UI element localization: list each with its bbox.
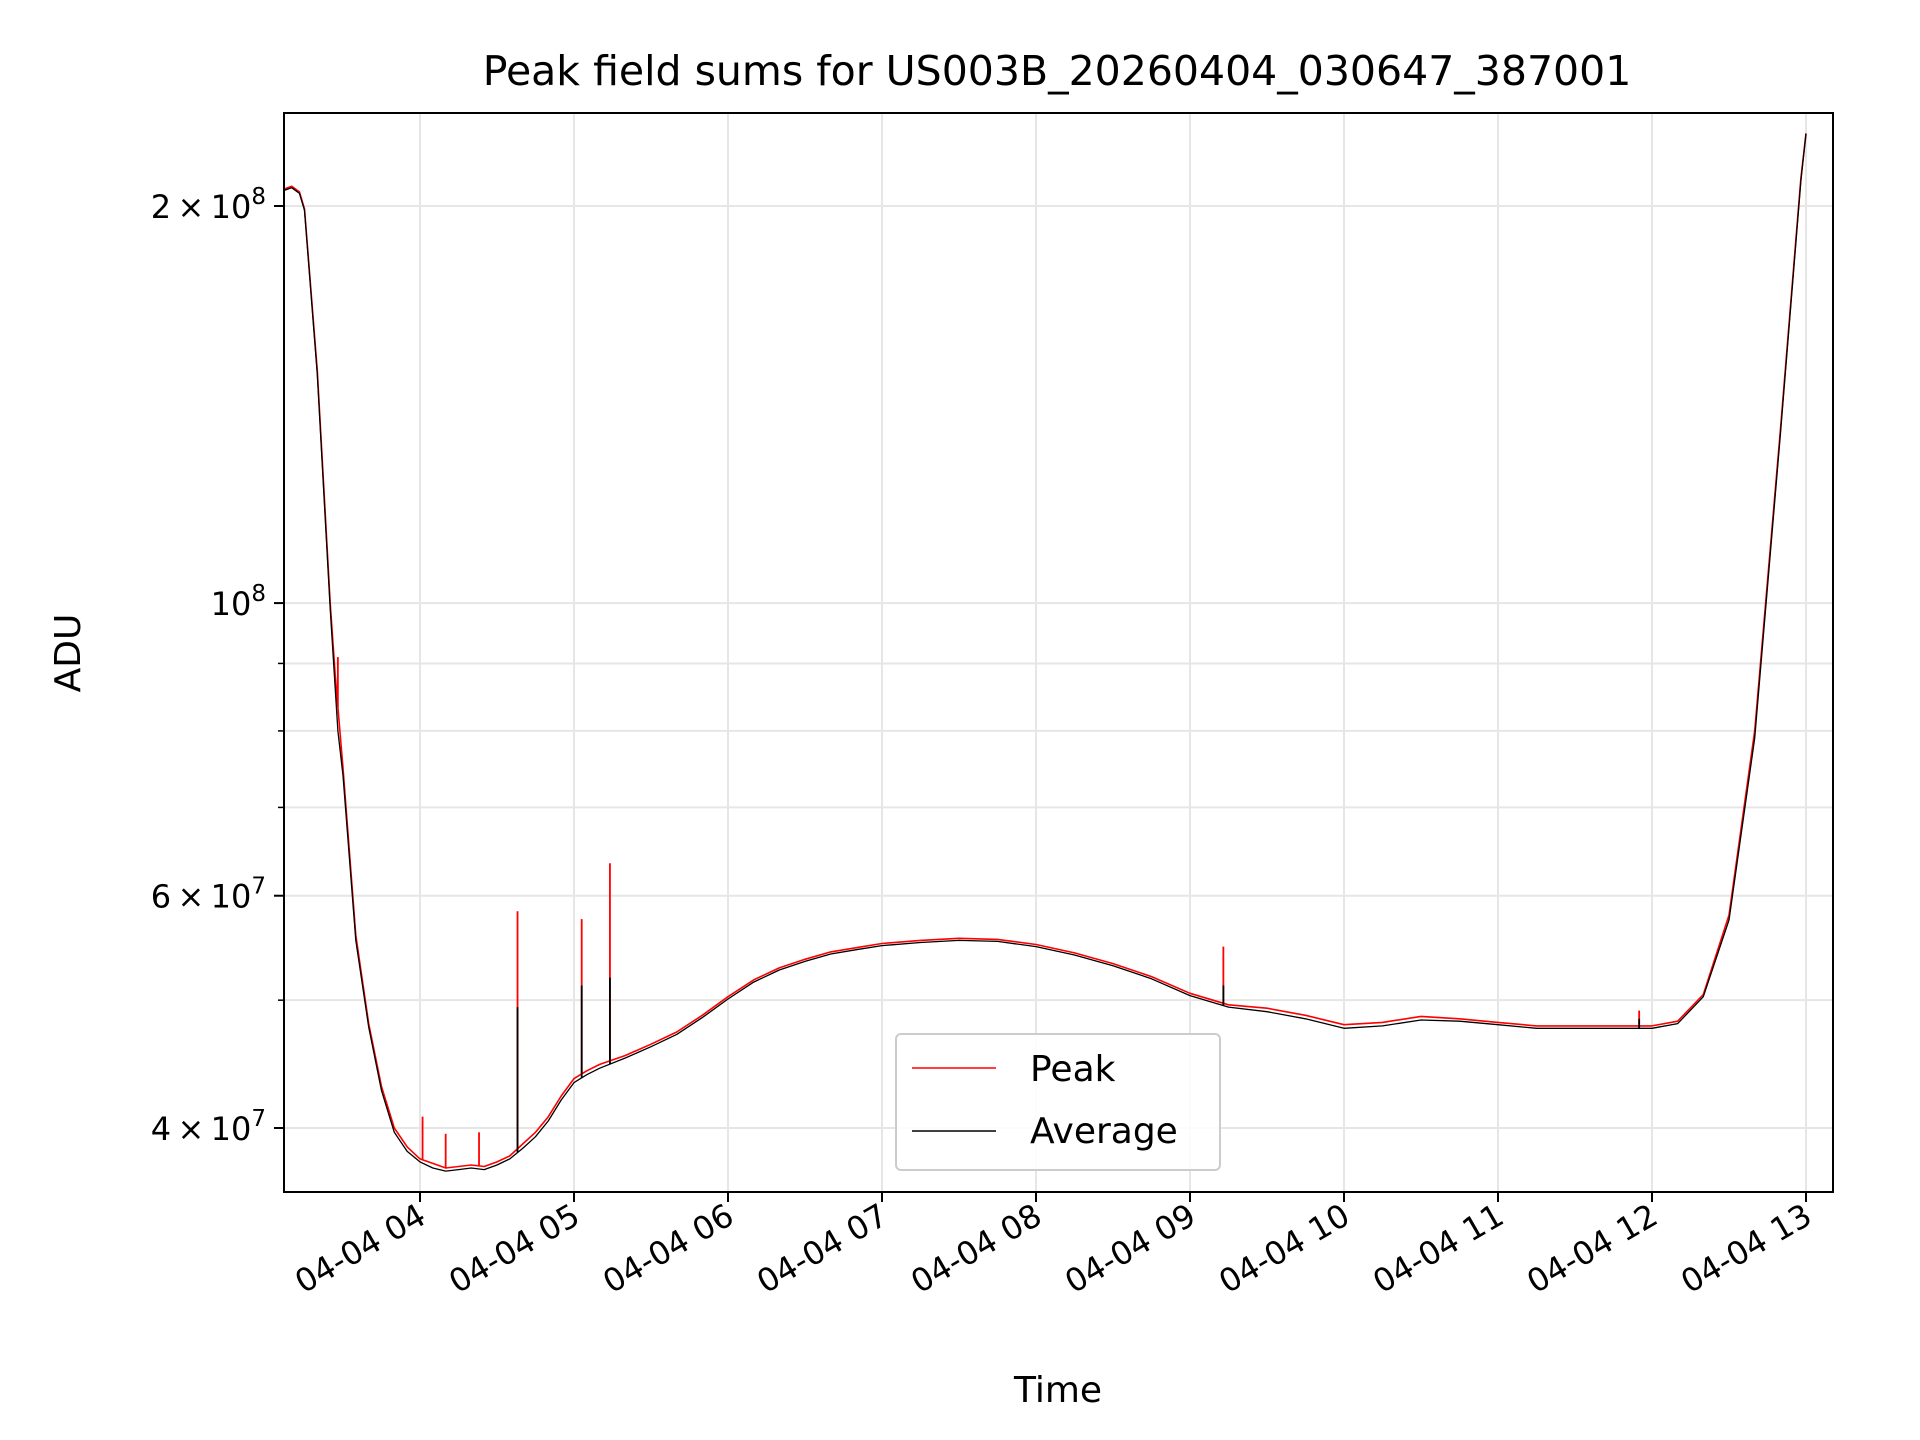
- series-layer: [284, 133, 1807, 1172]
- y-tick-label: 2 × 108: [151, 184, 266, 226]
- plot-frame: [283, 112, 1834, 1193]
- series-average: [284, 133, 1807, 1172]
- legend-label-peak: Peak: [1030, 1049, 1116, 1090]
- y-tick-label: 4 × 107: [151, 1106, 266, 1148]
- x-axis-label: Time: [1013, 1370, 1102, 1411]
- series-line-peak: [284, 133, 1807, 1169]
- series-line-average: [284, 133, 1807, 1172]
- y-tick-label: 6 × 107: [151, 874, 266, 916]
- y-tick-label: 108: [211, 581, 266, 623]
- y-axis-label: ADU: [48, 614, 89, 693]
- legend-label-average: Average: [1030, 1111, 1178, 1152]
- legend: Peak Average: [895, 1033, 1221, 1171]
- chart-title: Peak field sums for US003B_20260404_0306…: [483, 47, 1632, 95]
